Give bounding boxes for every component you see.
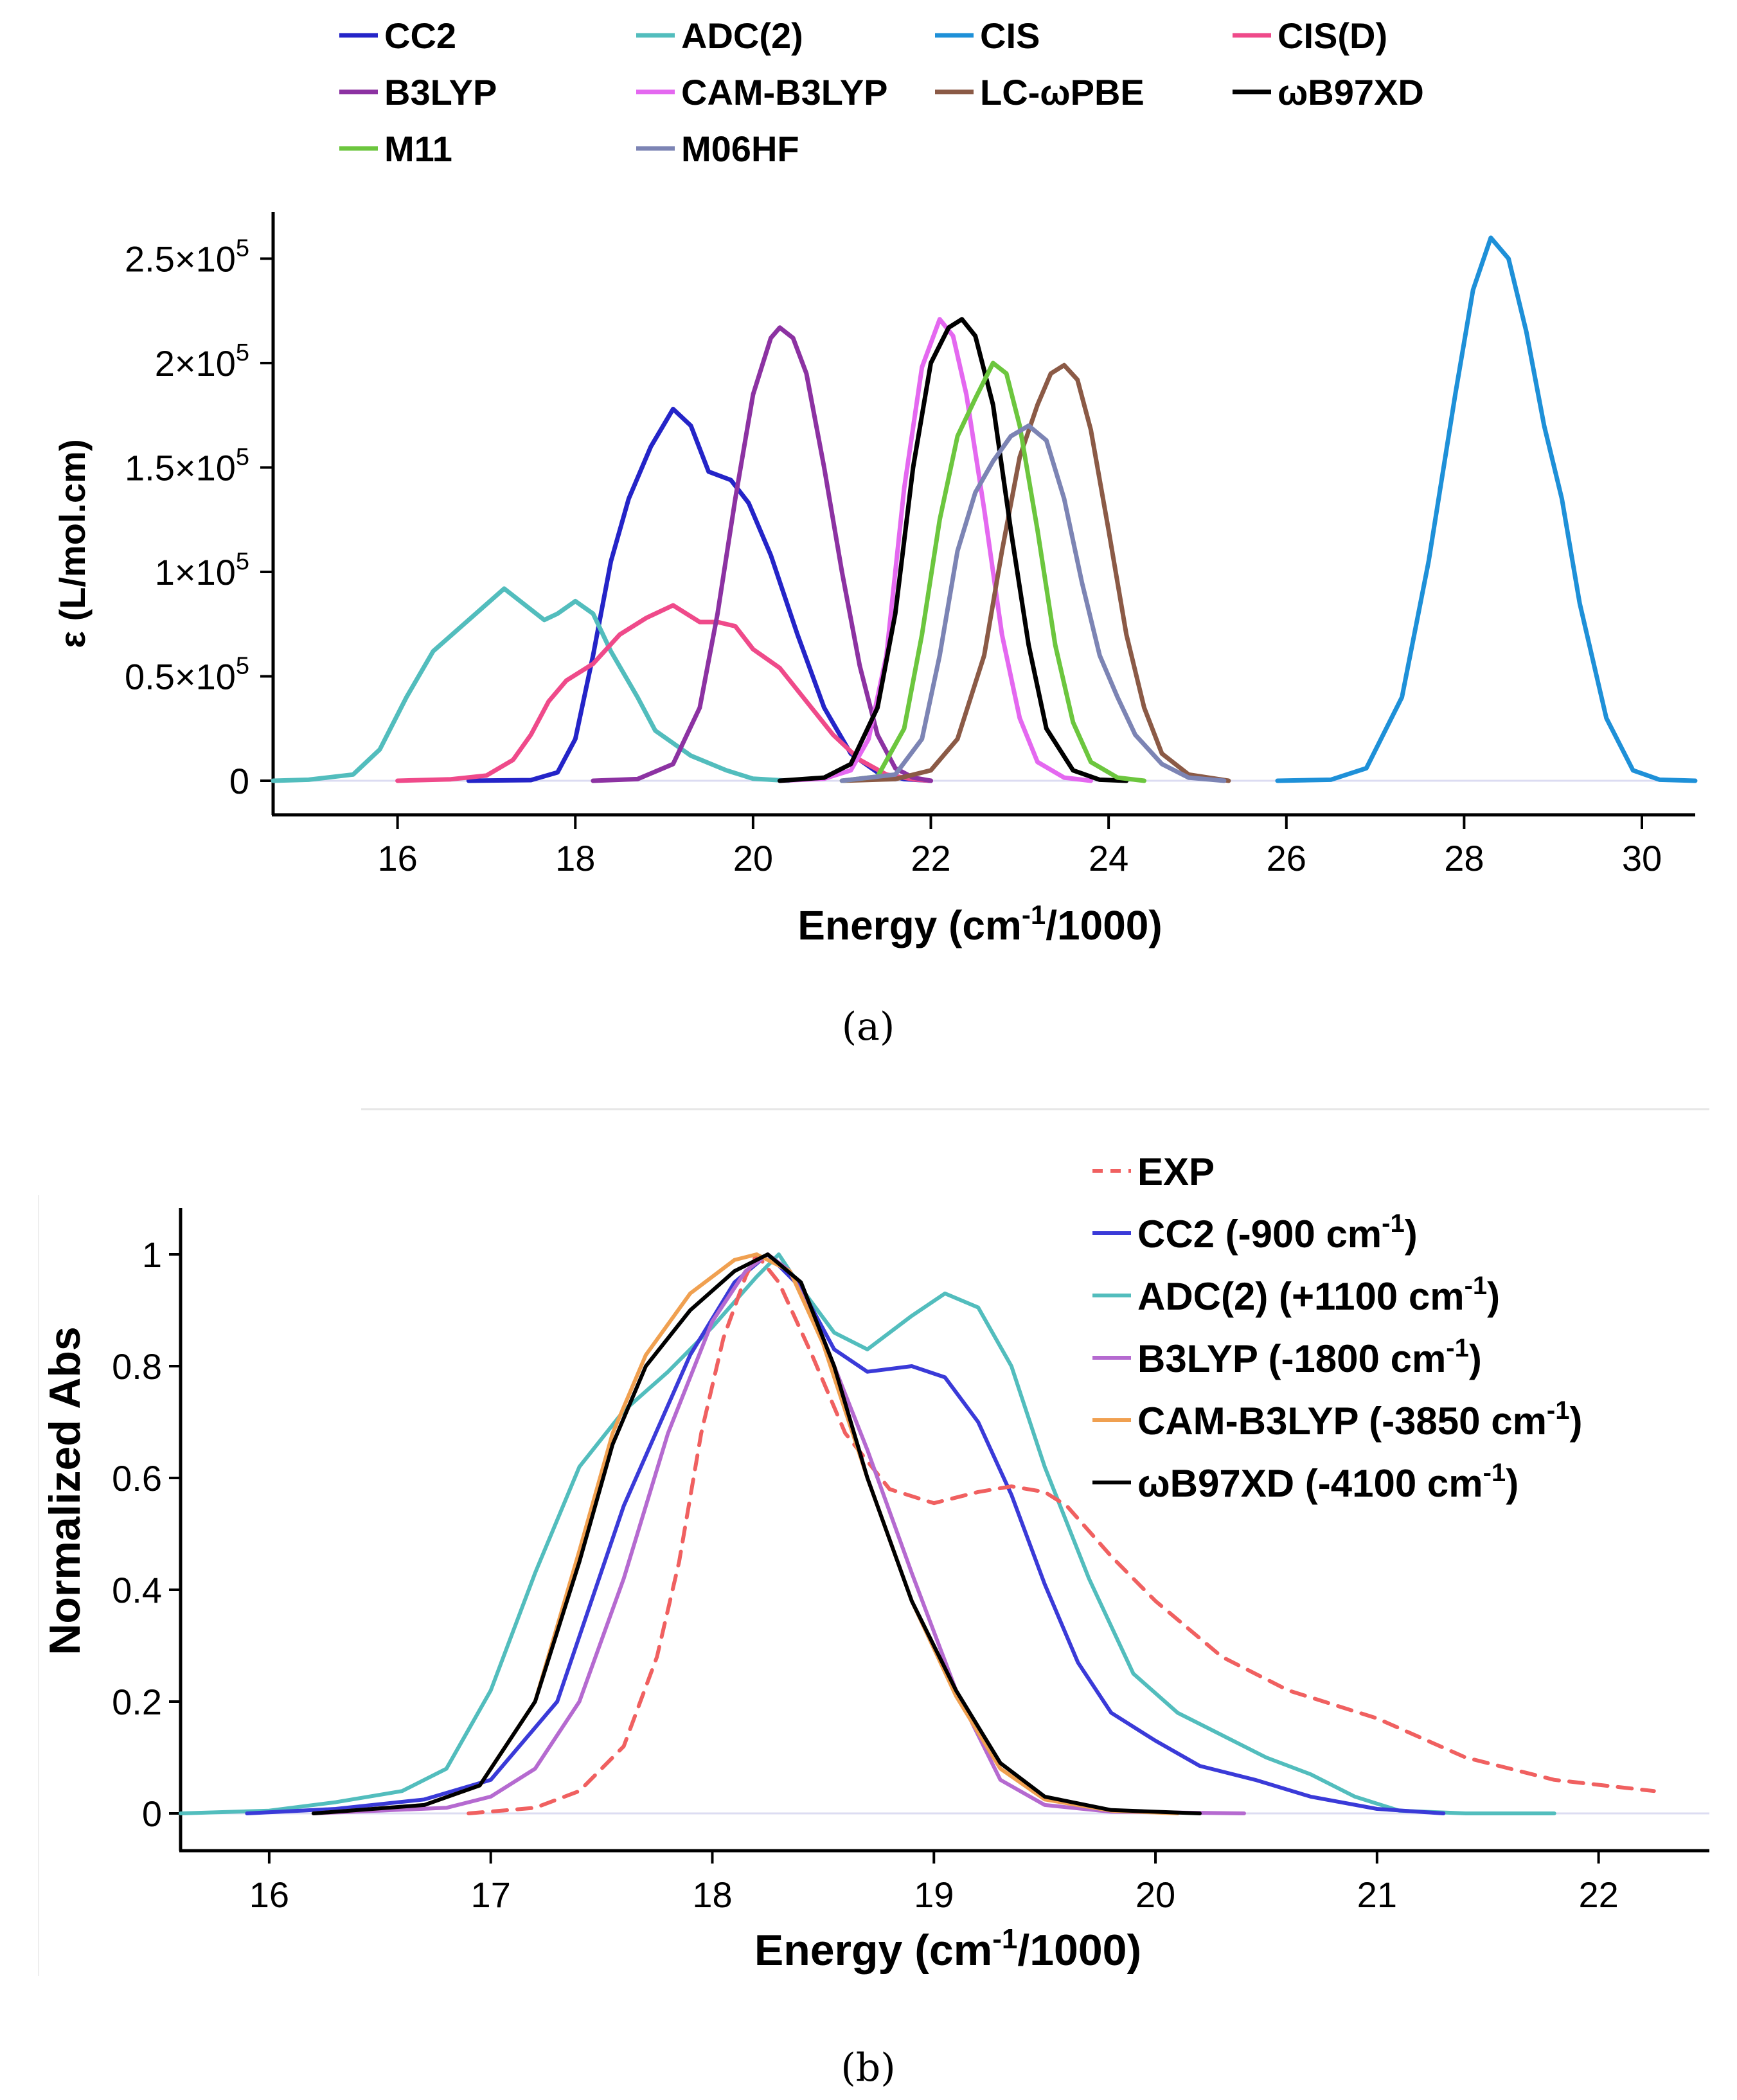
series-line-b97xd [777, 317, 1129, 783]
panel-a-x-ticks: 16 18 20 22 24 26 28 30 [377, 815, 1662, 878]
legend-item-adc-2: ADC(2) [636, 15, 803, 56]
x-tick-label: 20 [733, 838, 773, 878]
panel-a-y-axis-label: ε (L/mol.cm) [52, 439, 93, 648]
legend-label: B3LYP [384, 72, 497, 112]
legend-item-cis-d: CIS(D) [1233, 15, 1387, 56]
x-tick-label: 17 [471, 1874, 511, 1915]
panel-a-y-ticks: 0 0.5×105 1×105 1.5×105 2×105 2.5×105 [125, 235, 273, 801]
series-line-b97xd [311, 1252, 1202, 1815]
legend-label: CC2 [384, 15, 456, 56]
x-tick-label: 16 [377, 838, 417, 878]
series-line-m11 [839, 360, 1146, 783]
panel-b: 0 0.2 0.4 0.6 0.8 1 16 17 18 19 20 21 22 EXP CC2 (-9… [38, 1108, 1709, 2090]
y-tick-label: 0.4 [112, 1570, 162, 1610]
y-tick-label: 2.5×105 [125, 235, 249, 280]
legend-item-b3lyp: B3LYP (-1800 cm-1) [1092, 1334, 1482, 1380]
x-tick-label: 22 [1578, 1874, 1618, 1915]
series-line-adc-2 [179, 1252, 1556, 1815]
panel-a-caption: (a) [842, 1004, 895, 1049]
series-line-lc-pbe [839, 362, 1231, 783]
legend-item-cc2: CC2 (-900 cm-1) [1092, 1209, 1418, 1256]
panel-b-x-ticks: 16 17 18 19 20 21 22 [249, 1851, 1619, 1915]
x-tick-label: 26 [1267, 838, 1306, 878]
x-tick-label: 19 [914, 1874, 954, 1915]
legend-label: CAM-B3LYP [681, 72, 888, 112]
x-tick-label: 21 [1357, 1874, 1397, 1915]
x-tick-label: 16 [249, 1874, 289, 1915]
legend-item-b97xd: ωB97XD (-4100 cm-1) [1092, 1459, 1519, 1505]
legend-label: LC-ωPBE [980, 72, 1145, 112]
series-line-cam-b3lyp [311, 1252, 1180, 1815]
x-tick-label: 18 [555, 838, 595, 878]
x-tick-label: 24 [1089, 838, 1128, 878]
legend-item-cis: CIS [935, 15, 1040, 56]
panel-b-x-axis-label: Energy (cm-1/1000) [754, 1923, 1141, 1975]
panel-b-y-ticks: 0 0.2 0.4 0.6 0.8 1 [112, 1234, 181, 1834]
legend-label: M11 [384, 129, 452, 169]
panel-a: CC2 ADC(2) CIS CIS(D) B3LYP CAM-B3LYP LC-ωPBE ω… [52, 15, 1698, 1049]
panel-b-axes [179, 1208, 1709, 1853]
panel-b-caption: (b) [841, 2045, 895, 2090]
series-line-exp [467, 1252, 1656, 1815]
y-tick-label: 1.5×105 [125, 444, 249, 488]
legend-item-b3lyp: B3LYP [339, 72, 497, 112]
legend-label: B3LYP (-1800 cm-1) [1137, 1334, 1482, 1380]
x-tick-label: 22 [911, 838, 950, 878]
legend-label: CIS(D) [1278, 15, 1387, 56]
x-tick-label: 20 [1136, 1874, 1175, 1915]
y-tick-label: 1×105 [155, 548, 249, 592]
legend-label: CAM-B3LYP (-3850 cm-1) [1137, 1396, 1582, 1443]
legend-item-cam-b3lyp: CAM-B3LYP [636, 72, 888, 112]
series-line-b3lyp [311, 1252, 1246, 1815]
panel-a-lines [271, 235, 1698, 783]
legend-item-cam-b3lyp: CAM-B3LYP (-3850 cm-1) [1092, 1396, 1582, 1443]
series-line-m06hf [839, 423, 1227, 783]
series-line-cis-d [395, 603, 933, 783]
legend-label: CC2 (-900 cm-1) [1137, 1209, 1418, 1256]
y-tick-label: 0.2 [112, 1682, 162, 1722]
legend-label: M06HF [681, 129, 799, 169]
series-line-adc-2 [271, 586, 791, 783]
legend-item-m11: M11 [339, 129, 452, 169]
y-tick-label: 0 [229, 761, 249, 801]
y-tick-label: 0 [142, 1793, 162, 1834]
panel-b-lines [179, 1252, 1656, 1815]
panel-b-legend: EXP CC2 (-900 cm-1) ADC(2) (+1100 cm-1) B3L… [1092, 1150, 1582, 1505]
series-line-cc2 [245, 1252, 1446, 1815]
legend-item-b97xd: ωB97XD [1233, 72, 1424, 112]
y-tick-label: 0.8 [112, 1346, 162, 1387]
x-tick-label: 18 [692, 1874, 732, 1915]
legend-item-m06hf: M06HF [636, 129, 799, 169]
panel-b-y-axis-label: Normalized Abs [40, 1326, 89, 1655]
legend-label: ADC(2) [681, 15, 803, 56]
y-tick-label: 0.6 [112, 1458, 162, 1499]
legend-label: ωB97XD (-4100 cm-1) [1137, 1459, 1519, 1505]
series-line-cis [1275, 235, 1698, 783]
x-tick-label: 30 [1622, 838, 1662, 878]
panel-a-legend: CC2 ADC(2) CIS CIS(D) B3LYP CAM-B3LYP LC-ωPBE ω… [339, 15, 1424, 169]
legend-item-cc2: CC2 [339, 15, 456, 56]
legend-label: ADC(2) (+1100 cm-1) [1137, 1272, 1500, 1318]
legend-item-lc-pbe: LC-ωPBE [935, 72, 1145, 112]
legend-label: CIS [980, 15, 1040, 56]
y-tick-label: 1 [142, 1234, 162, 1275]
x-tick-label: 28 [1444, 838, 1484, 878]
series-line-b3lyp [591, 325, 933, 783]
y-tick-label: 0.5×105 [125, 653, 249, 697]
y-tick-label: 2×105 [155, 339, 249, 384]
legend-label: EXP [1137, 1150, 1215, 1193]
panel-a-x-axis-label: Energy (cm-1/1000) [797, 900, 1162, 948]
legend-label: ωB97XD [1278, 72, 1424, 112]
legend-item-exp: EXP [1092, 1150, 1215, 1193]
legend-item-adc-2: ADC(2) (+1100 cm-1) [1092, 1272, 1500, 1318]
